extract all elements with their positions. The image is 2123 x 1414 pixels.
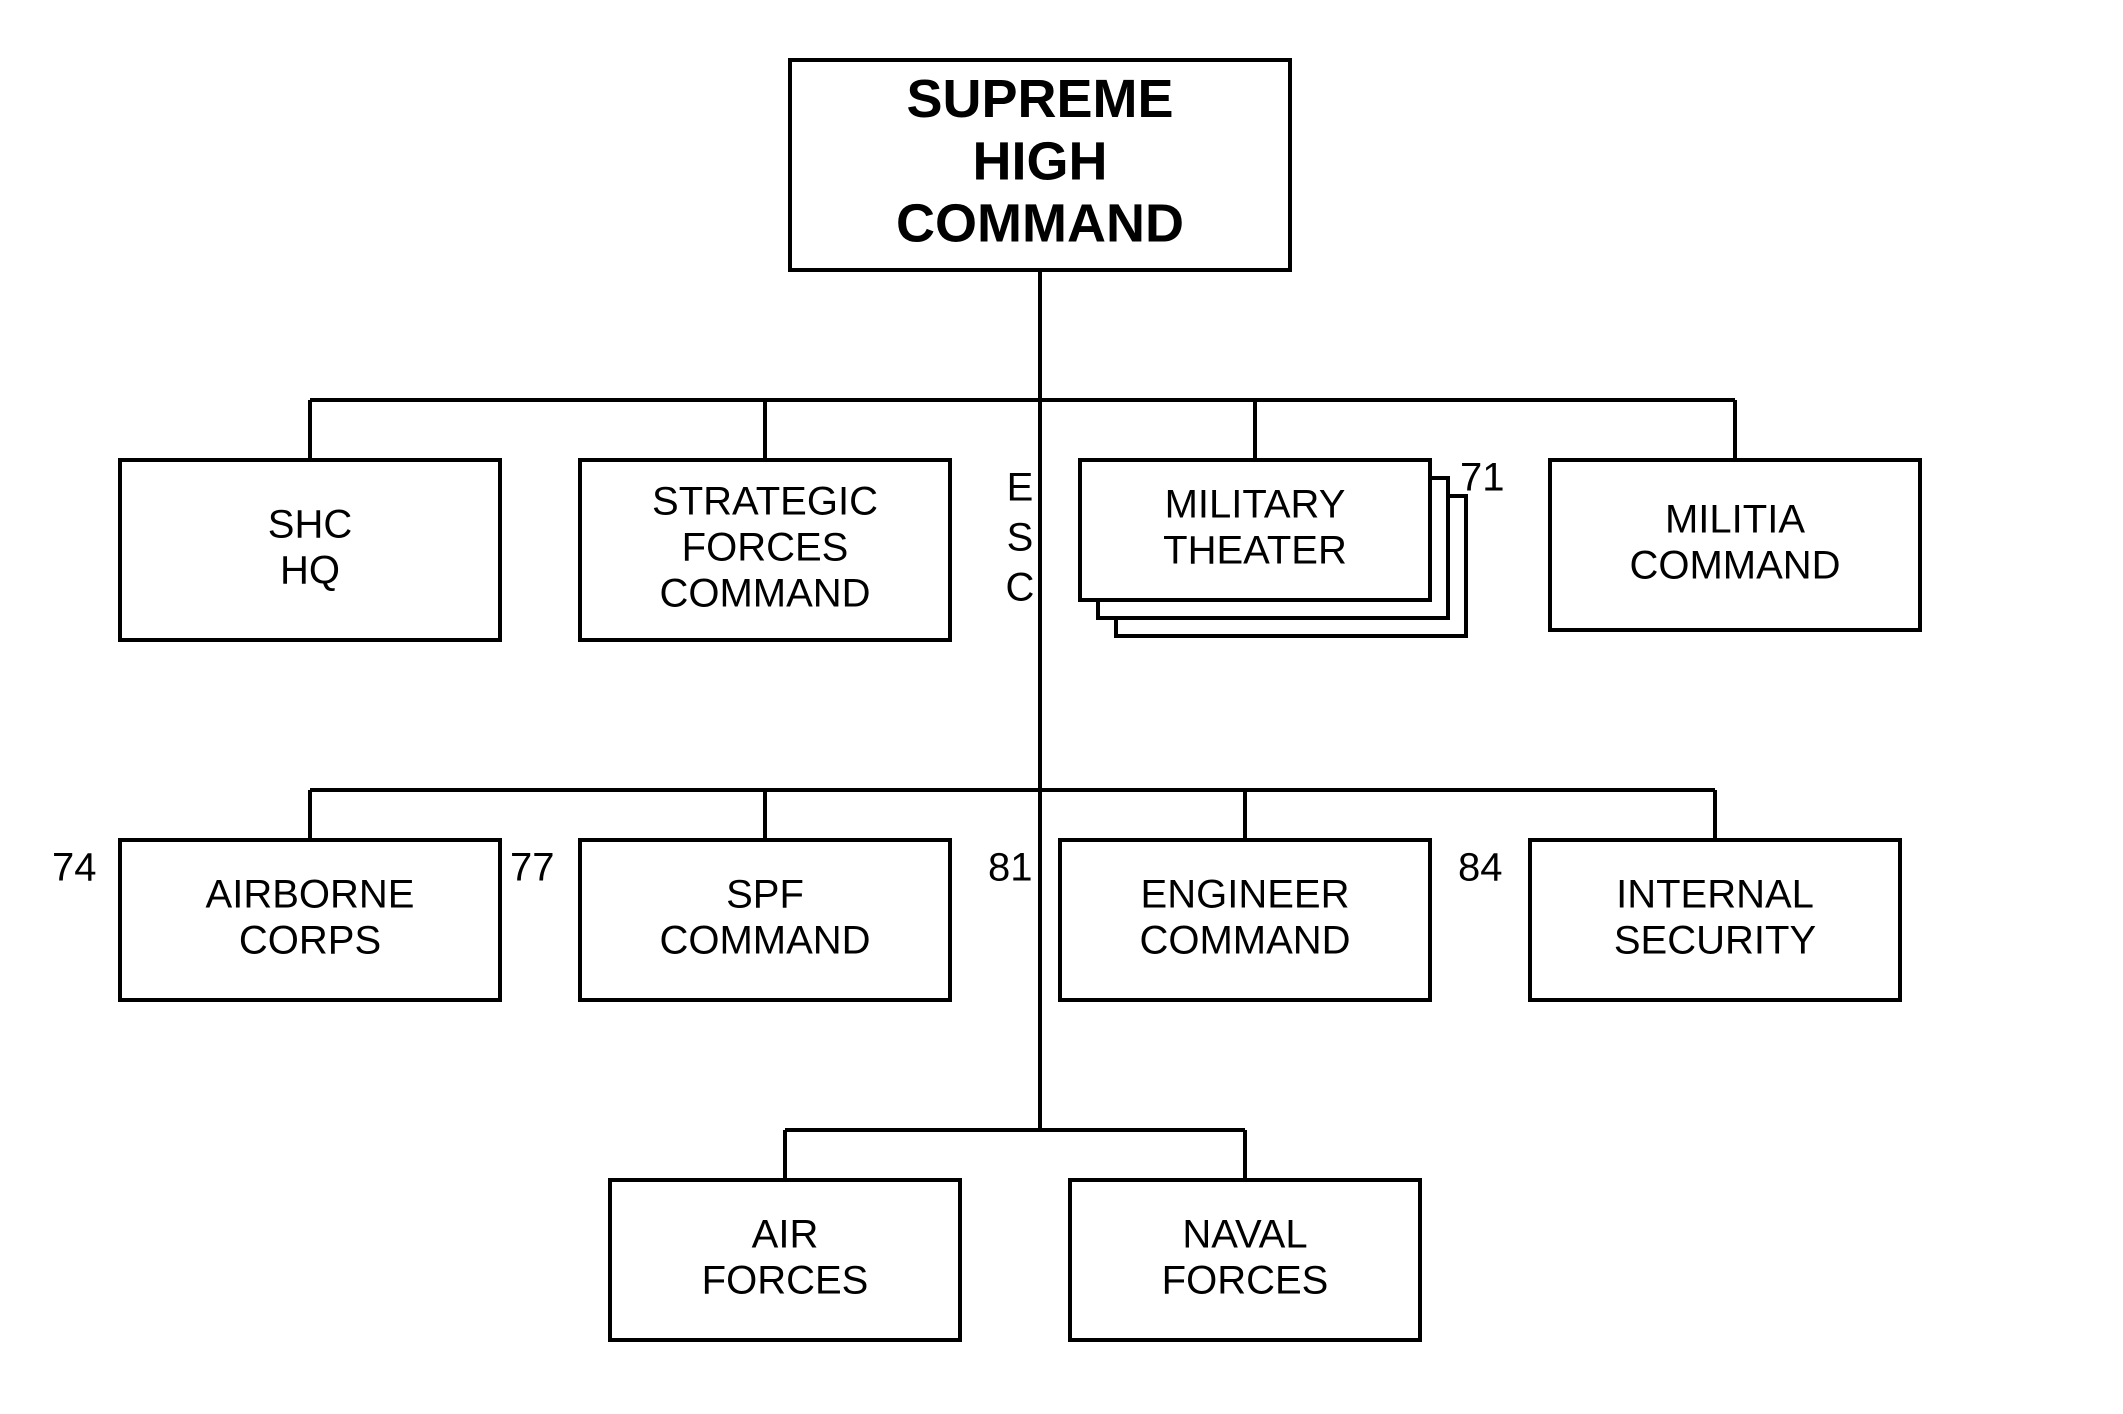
node-militia: MILITIACOMMAND [1550,460,1920,630]
node-spf-label-line-1: COMMAND [659,919,870,963]
node-sfc: STRATEGICFORCESCOMMAND [580,460,950,640]
node-air: AIRFORCES [610,1180,960,1340]
node-naval-label-line-0: NAVAL [1182,1213,1307,1257]
esc-label-char-0: E [1007,466,1034,510]
node-shc-hq: SHCHQ [120,460,500,640]
org-chart: SUPREMEHIGHCOMMANDSHCHQSTRATEGICFORCESCO… [0,0,2123,1414]
node-air-label-line-0: AIR [752,1213,819,1257]
node-shc-hq-label-line-1: HQ [280,549,340,593]
esc-label-char-1: S [1007,516,1034,560]
node-airborne-label-line-1: CORPS [239,919,381,963]
node-militia-label-line-0: MILITIA [1665,498,1805,542]
node-theater-label-line-0: MILITARY [1165,483,1346,527]
node-spf-label-line-0: SPF [726,873,804,917]
node-naval-label-line-1: FORCES [1162,1259,1329,1303]
node-engineer-number: 81 [988,846,1033,890]
node-airborne: AIRBORNECORPS [120,840,500,1000]
node-militia-label-line-1: COMMAND [1629,544,1840,588]
node-sfc-label-line-1: FORCES [682,526,849,570]
node-intsec: INTERNALSECURITY [1530,840,1900,1000]
node-sfc-label-line-0: STRATEGIC [652,480,878,524]
node-intsec-label-line-0: INTERNAL [1616,873,1814,917]
esc-label-char-2: C [1006,566,1035,610]
node-intsec-label-line-1: SECURITY [1614,919,1816,963]
node-engineer: ENGINEERCOMMAND [1060,840,1430,1000]
node-engineer-label-line-0: ENGINEER [1141,873,1350,917]
node-root-label-line-0: SUPREME [906,69,1173,129]
node-air-label-line-1: FORCES [702,1259,869,1303]
node-sfc-label-line-2: COMMAND [659,572,870,616]
node-spf: SPFCOMMAND [580,840,950,1000]
node-airborne-number: 74 [52,846,97,890]
node-root-label-line-1: HIGH [973,131,1108,191]
node-shc-hq-label-line-0: SHC [268,503,352,547]
node-naval: NAVALFORCES [1070,1180,1420,1340]
node-engineer-label-line-1: COMMAND [1139,919,1350,963]
node-theater: MILITARYTHEATER [1080,460,1466,636]
node-intsec-number: 84 [1458,846,1503,890]
node-root: SUPREMEHIGHCOMMAND [790,60,1290,270]
node-root-label-line-2: COMMAND [896,193,1184,253]
node-theater-label-line-1: THEATER [1163,529,1347,573]
node-spf-number: 77 [510,846,555,890]
node-militia-number: 71 [1460,456,1505,500]
node-airborne-label-line-0: AIRBORNE [206,873,415,917]
